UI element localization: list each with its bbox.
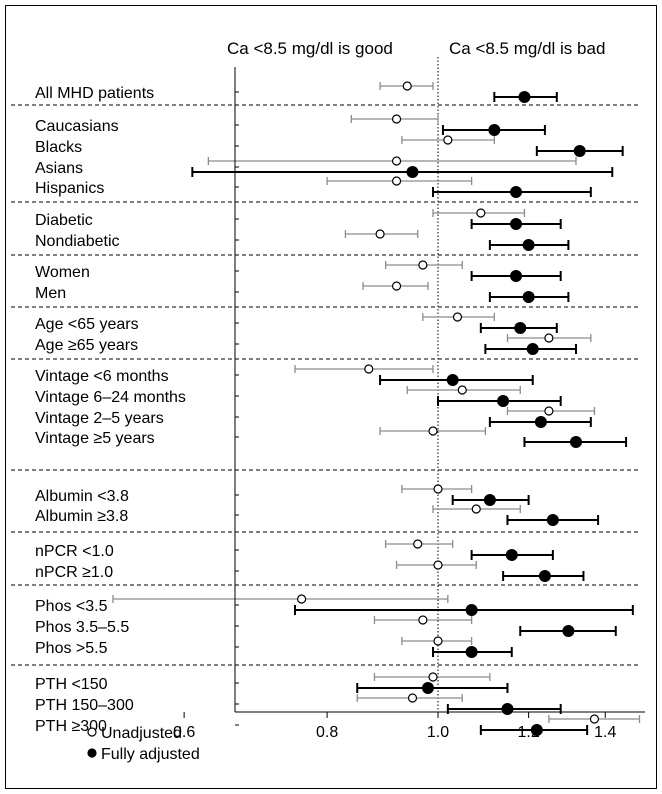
legend-adjusted-marker xyxy=(87,748,97,758)
legend-unadjusted-marker xyxy=(87,727,97,737)
header-left-label: Ca <8.5 mg/dl is good xyxy=(227,39,393,58)
row-label: Men xyxy=(35,285,66,302)
header-right-label: Ca <8.5 mg/dl is bad xyxy=(449,39,605,58)
legend-unadjusted-label: Unadjusted xyxy=(101,725,182,742)
unadjusted-point xyxy=(391,176,402,186)
figure-border xyxy=(5,5,657,789)
adjusted-point xyxy=(522,291,535,303)
unadjusted-point xyxy=(413,539,423,549)
adjusted-point xyxy=(510,186,523,198)
unadjusted-point xyxy=(297,594,307,604)
unadjusted-point xyxy=(391,114,402,124)
row-label: Hispanics xyxy=(35,180,104,197)
row-label: nPCR <1.0 xyxy=(35,543,114,560)
group-separators xyxy=(11,57,639,712)
adjusted-point xyxy=(530,724,543,736)
unadjusted-point xyxy=(433,560,443,570)
x-tick-label: 1.0 xyxy=(427,724,449,741)
x-axis: 0.60.81.01.21.41.61.8 xyxy=(173,67,662,741)
row-label: All MHD patients xyxy=(35,85,154,102)
row-label: Phos <3.5 xyxy=(35,598,108,615)
unadjusted-point xyxy=(364,364,374,374)
adjusted-point xyxy=(406,166,419,178)
unadjusted-point xyxy=(457,385,467,395)
adjusted-point xyxy=(510,218,523,230)
row-label: Albumin ≥3.8 xyxy=(35,508,128,525)
unadjusted-point xyxy=(428,426,438,436)
unadjusted-point xyxy=(375,229,385,239)
row-label: Women xyxy=(35,264,90,281)
adjusted-point xyxy=(546,514,559,526)
adjusted-point xyxy=(573,145,586,157)
forest-plot-figure: Ca <8.5 mg/dl is good Ca <8.5 mg/dl is b… xyxy=(5,5,662,789)
row-label: PTH 150–300 xyxy=(35,697,134,714)
row-label: Age <65 years xyxy=(35,316,139,333)
adjusted-point xyxy=(465,646,478,658)
x-tick-label: 1.4 xyxy=(594,724,616,741)
adjusted-point xyxy=(526,343,539,355)
adjusted-point xyxy=(488,124,501,136)
row-label: nPCR ≥1.0 xyxy=(35,564,113,581)
adjusted-point xyxy=(514,322,527,334)
adjusted-point xyxy=(522,239,535,251)
unadjusted-point xyxy=(428,672,438,682)
adjusted-point xyxy=(465,604,478,616)
row-label: Caucasians xyxy=(35,118,119,135)
adjusted-point xyxy=(505,549,518,561)
row-label: Phos >5.5 xyxy=(35,640,108,657)
adjusted-point xyxy=(510,270,523,282)
row-label: Diabetic xyxy=(35,212,93,229)
unadjusted-point xyxy=(433,636,443,646)
row-label: Blacks xyxy=(35,139,82,156)
x-tick-label: 0.6 xyxy=(173,724,195,741)
row-label: Vintage <6 months xyxy=(35,368,169,385)
row-label: Vintage 2–5 years xyxy=(35,410,164,427)
adjusted-point xyxy=(562,625,575,637)
legend-adjusted-label: Fully adjusted xyxy=(101,746,200,763)
adjusted-point xyxy=(483,494,496,506)
legend: Unadjusted Fully adjusted xyxy=(87,725,200,763)
adjusted-point xyxy=(421,682,434,694)
unadjusted-point xyxy=(402,81,412,91)
unadjusted-point xyxy=(433,484,443,494)
adjusted-point xyxy=(501,703,514,715)
adjusted-point xyxy=(446,374,459,386)
row-label: Vintage ≥5 years xyxy=(35,430,155,447)
row-label: Phos 3.5–5.5 xyxy=(35,619,129,636)
forest-plot-svg: Ca <8.5 mg/dl is good Ca <8.5 mg/dl is b… xyxy=(5,5,662,789)
unadjusted-point xyxy=(418,615,428,625)
unadjusted-point xyxy=(544,406,554,416)
unadjusted-point xyxy=(471,504,481,514)
row-label: Albumin <3.8 xyxy=(35,488,129,505)
unadjusted-point xyxy=(544,333,554,343)
unadjusted-point xyxy=(391,281,402,291)
unadjusted-point xyxy=(589,714,600,724)
row-label: Age ≥65 years xyxy=(35,337,138,354)
unadjusted-point xyxy=(452,312,463,322)
adjusted-point xyxy=(518,91,531,103)
unadjusted-point xyxy=(391,156,402,166)
row-label: PTH <150 xyxy=(35,676,108,693)
unadjusted-point xyxy=(476,208,486,218)
adjusted-point xyxy=(569,436,582,448)
x-tick-label: 1.2 xyxy=(517,724,539,741)
unadjusted-point xyxy=(407,693,418,703)
adjusted-point xyxy=(497,395,510,407)
unadjusted-point xyxy=(418,260,428,270)
unadjusted-point xyxy=(443,135,453,145)
row-label: Asians xyxy=(35,160,83,177)
row-label: Vintage 6–24 months xyxy=(35,389,186,406)
x-tick-label: 0.8 xyxy=(316,724,338,741)
row-label: Nondiabetic xyxy=(35,233,120,250)
forest-rows: All MHD patients Caucasians Blacks Asians Hi… xyxy=(35,81,641,736)
adjusted-point xyxy=(538,570,551,582)
adjusted-point xyxy=(534,416,547,428)
